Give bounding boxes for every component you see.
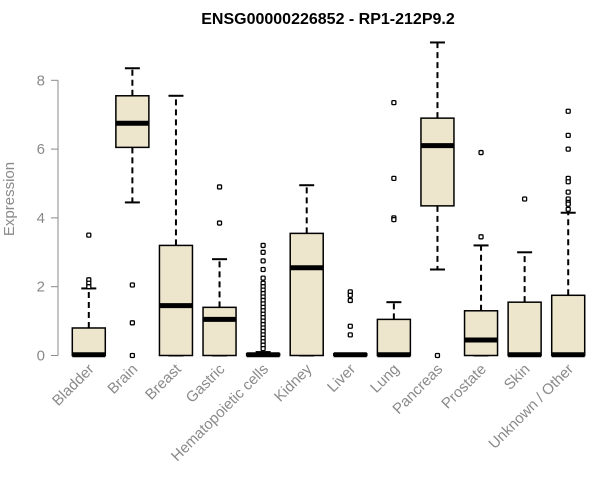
outlier-point [129,282,136,288]
x-tick-label-1: Brain [104,361,141,398]
chart-title: ENSG00000226852 - RP1-212P9.2 [201,11,455,28]
box-8 [420,41,455,359]
outlier-point [129,352,136,359]
outlier-point [434,352,441,359]
outlier-point [565,132,571,138]
box-6 [333,289,368,358]
y-tick-label-1: 2 [37,279,45,296]
box-body [202,306,237,357]
outlier-point [86,232,92,238]
box-body [158,244,194,357]
box-body [463,310,499,357]
box-5 [289,184,324,357]
outlier-point [391,175,397,181]
outlier-point [478,234,484,240]
box-body [507,301,542,357]
outlier-point [216,184,223,190]
outlier-point [565,108,571,114]
outlier-point [216,220,223,226]
box-body [71,327,107,357]
outlier-point [260,275,266,281]
box-1 [115,67,150,359]
outlier-point [260,266,266,273]
y-tick-label-4: 8 [37,72,45,89]
boxes-group [71,41,586,359]
x-tick-label-6: Liver [324,361,359,396]
outlier-point [391,100,397,106]
outlier-point [565,146,571,152]
box-body [376,318,412,357]
box-body [550,294,586,357]
box-7 [376,100,412,358]
outlier-point [129,320,136,326]
outlier-point [565,201,571,207]
outlier-point [347,323,353,329]
outlier-point [86,284,92,290]
box-0 [71,232,107,358]
outlier-point [565,179,571,185]
outlier-point [260,258,266,264]
outlier-point [260,345,266,352]
y-axis: 0 2 4 6 8 [37,72,59,365]
x-tick-label-10: Skin [501,361,534,394]
x-tick-label-7: Lung [367,361,403,397]
outlier-point [478,149,484,156]
box-2 [158,94,194,357]
box-9 [463,149,499,357]
box-3 [202,184,237,357]
outlier-point [391,216,397,223]
y-tick-label-3: 6 [37,141,45,158]
x-tick-label-5: Kidney [271,360,316,405]
y-tick-label-2: 4 [37,210,45,227]
box-10 [507,196,542,358]
box-11 [550,108,586,358]
outlier-point [565,189,571,195]
x-tick-label-0: Bladder [49,361,98,410]
x-tick-label-2: Breast [142,360,185,403]
y-tick-label-0: 0 [37,348,45,365]
outlier-point [565,206,571,212]
y-axis-title: Expression [1,162,18,236]
outlier-point [260,249,266,255]
box-body [289,232,324,357]
outlier-point [260,242,266,249]
x-tick-label-9: Prostate [438,361,490,413]
outlier-point [347,292,353,298]
outlier-point [521,196,528,202]
outlier-point [347,297,353,304]
box-body [420,117,455,207]
outlier-point [347,332,353,338]
box-4 [245,242,281,358]
